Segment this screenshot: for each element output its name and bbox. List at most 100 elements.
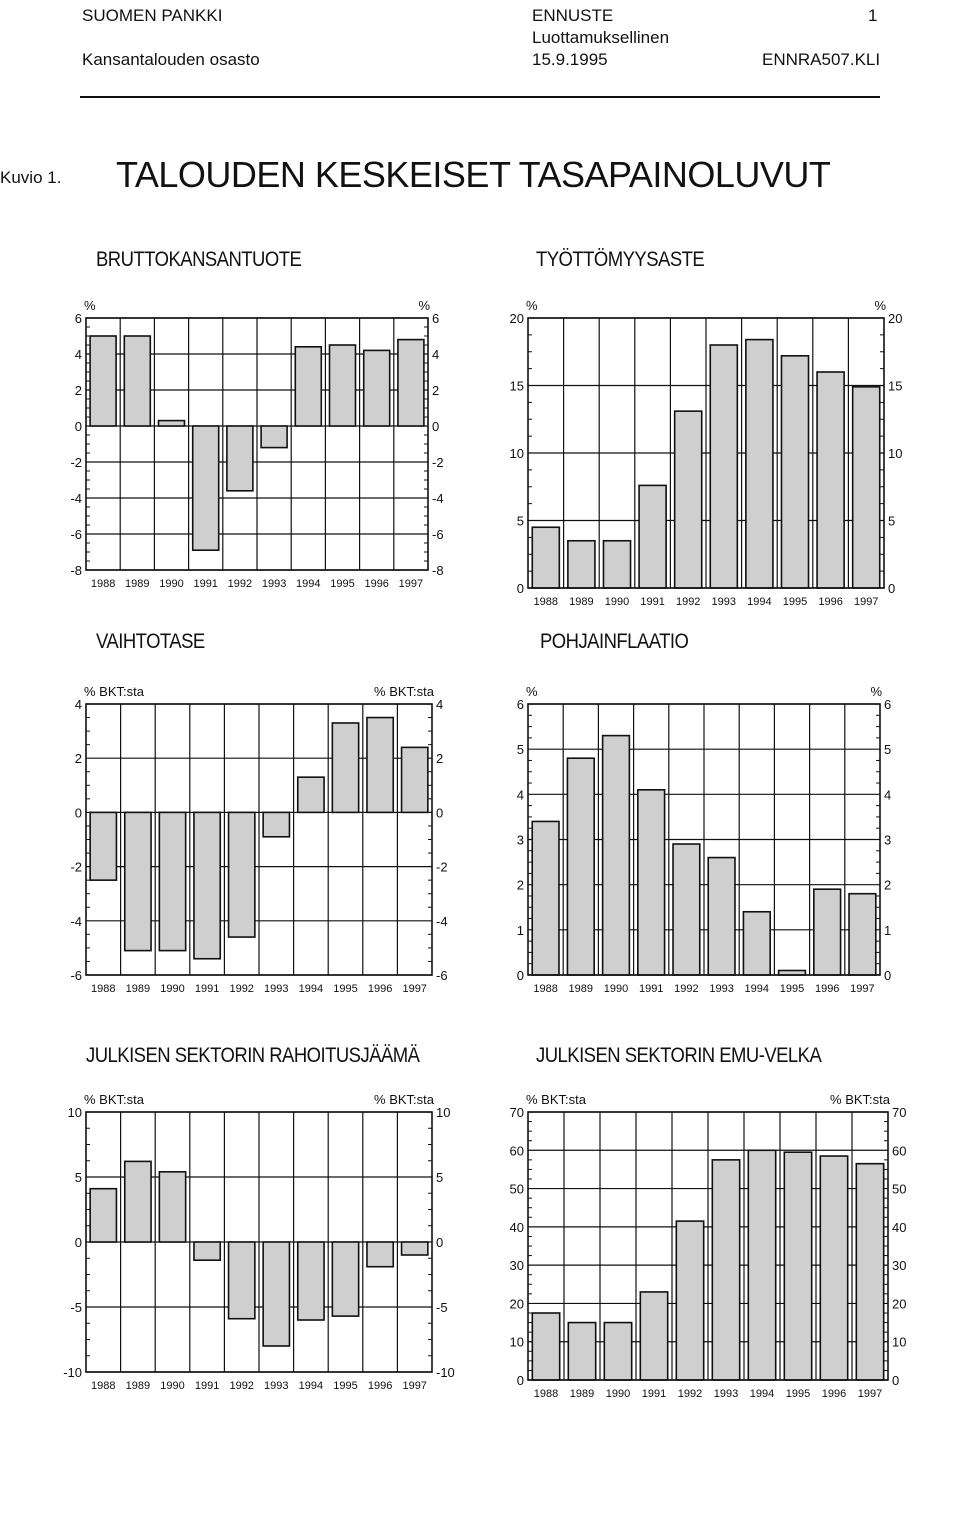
x-tick-label-1996: 1996: [368, 1380, 392, 1392]
x-tick-label-1993: 1993: [712, 596, 736, 608]
plot-frame: [527, 703, 881, 976]
x-tick-label-1993: 1993: [264, 1380, 288, 1392]
x-tick-label-1988: 1988: [534, 596, 558, 608]
y-tick-label-left: 70: [510, 1105, 524, 1120]
bar-1997: [855, 1162, 885, 1381]
y-tick-label-right: 3: [884, 833, 891, 848]
x-tick-label-1989: 1989: [569, 983, 593, 995]
department: Kansantalouden osasto: [82, 50, 260, 69]
confidential-label: Luottamuksellinen: [532, 28, 670, 47]
bar-1988: [531, 1312, 561, 1381]
bar-1991: [639, 1291, 669, 1381]
y-tick-label-right: 6: [884, 697, 891, 712]
y-tick-label-left: 60: [510, 1143, 524, 1158]
y-tick-label-left: 3: [517, 833, 524, 848]
bar-1994: [296, 776, 325, 814]
bar-1993: [709, 344, 739, 589]
bar-1993: [711, 1159, 741, 1381]
y-tick-label-left: 2: [75, 383, 82, 398]
bar-1994: [745, 338, 774, 589]
bar-1989: [566, 757, 595, 976]
y-tick-label-left: 20: [510, 311, 524, 326]
x-tick-label-1996: 1996: [822, 1388, 846, 1400]
y-tick-label-right: 0: [892, 1373, 899, 1388]
bar-1990: [158, 811, 187, 952]
unit-label-right: %: [870, 684, 882, 699]
x-tick-label-1993: 1993: [264, 983, 288, 995]
unit-label-right: %: [418, 298, 430, 313]
y-tick-label-right: 20: [892, 1296, 906, 1311]
x-tick-label-1994: 1994: [299, 1380, 323, 1392]
chart-gdp-group: -8 -8 -6 -6 -4 -4 -2 -2 0 0 2 2 4 4 6 6% % 1988 1989 1990 19…: [70, 298, 443, 590]
file-name: ENNRA507.KLI: [762, 50, 881, 69]
x-tick-label-1996: 1996: [364, 578, 388, 590]
y-tick-label-left: 10: [510, 1335, 524, 1350]
y-tick-label-right: 0: [884, 968, 891, 983]
bar-1994: [747, 1149, 777, 1381]
bar-1991: [193, 1241, 222, 1262]
y-tick-label-left: 0: [517, 968, 524, 983]
chart-title-emu-debt: JULKISEN SEKTORIN EMU-VELKA: [536, 1044, 822, 1067]
bar-1990: [158, 1171, 187, 1243]
bar-1991: [638, 484, 667, 589]
y-tick-label-right: 4: [436, 697, 443, 712]
bar-1996: [366, 716, 395, 814]
x-tick-label-1988: 1988: [91, 983, 115, 995]
bar-1993: [260, 425, 288, 449]
bar-1988: [531, 820, 560, 976]
x-tick-label-1990: 1990: [605, 596, 629, 608]
bar-1991: [637, 789, 666, 976]
unit-label-right: % BKT:sta: [830, 1092, 891, 1107]
chart-title-core-inflation: POHJAINFLAATIO: [540, 630, 689, 653]
bar-1990: [603, 1321, 633, 1381]
plot-frame: [527, 1111, 889, 1381]
x-tick-label-1990: 1990: [160, 983, 184, 995]
unit-label-right: %: [874, 298, 886, 313]
y-tick-label-right: -8: [432, 563, 444, 578]
x-tick-label-1993: 1993: [709, 983, 733, 995]
bar-1996: [813, 888, 842, 976]
bar-1992: [672, 843, 701, 976]
bar-1995: [331, 1241, 360, 1317]
bar-1992: [227, 811, 256, 938]
y-tick-label-right: 70: [892, 1105, 906, 1120]
y-tick-label-left: 2: [75, 751, 82, 766]
y-tick-label-left: -5: [70, 1300, 82, 1315]
y-tick-label-left: 0: [75, 805, 82, 820]
bar-1988: [89, 335, 117, 427]
doc-type: ENNUSTE: [532, 6, 614, 25]
x-tick-label-1989: 1989: [126, 983, 150, 995]
y-tick-label-right: 0: [436, 1235, 443, 1250]
page-number: 1: [868, 6, 878, 25]
y-tick-label-right: 0: [436, 805, 443, 820]
y-tick-label-left: 50: [510, 1182, 524, 1197]
bar-1997: [848, 892, 877, 976]
plot-frame: [85, 1111, 433, 1373]
bar-1988: [531, 526, 561, 589]
y-tick-label-left: 6: [75, 311, 82, 326]
bar-1995: [331, 722, 360, 814]
bar-1997: [397, 338, 425, 427]
y-tick-label-right: 4: [884, 787, 891, 802]
x-tick-label-1994: 1994: [750, 1388, 774, 1400]
x-tick-label-1997: 1997: [850, 983, 874, 995]
bar-1994: [296, 1241, 325, 1321]
figure-title: TALOUDEN KESKEISET TASAPAINOLUVUT: [116, 154, 831, 195]
x-tick-label-1995: 1995: [333, 983, 357, 995]
y-tick-label-right: 5: [888, 514, 895, 529]
y-tick-label-right: -10: [436, 1365, 455, 1380]
chart-public-balance-group: -10 -10-5 -50 05 510 10% BKT:sta% BKT:sta1988…: [63, 1092, 455, 1392]
x-tick-label-1997: 1997: [854, 596, 878, 608]
y-tick-label-left: 4: [75, 697, 82, 712]
y-tick-label-left: 0: [517, 581, 524, 596]
x-tick-label-1994: 1994: [296, 578, 320, 590]
x-tick-label-1992: 1992: [674, 983, 698, 995]
bar-1993: [262, 1241, 291, 1347]
x-tick-label-1996: 1996: [815, 983, 839, 995]
y-tick-label-right: 30: [892, 1258, 906, 1273]
org-name: SUOMEN PANKKI: [82, 6, 223, 25]
x-tick-label-1993: 1993: [714, 1388, 738, 1400]
bar-1995: [780, 354, 810, 589]
x-tick-label-1994: 1994: [299, 983, 323, 995]
